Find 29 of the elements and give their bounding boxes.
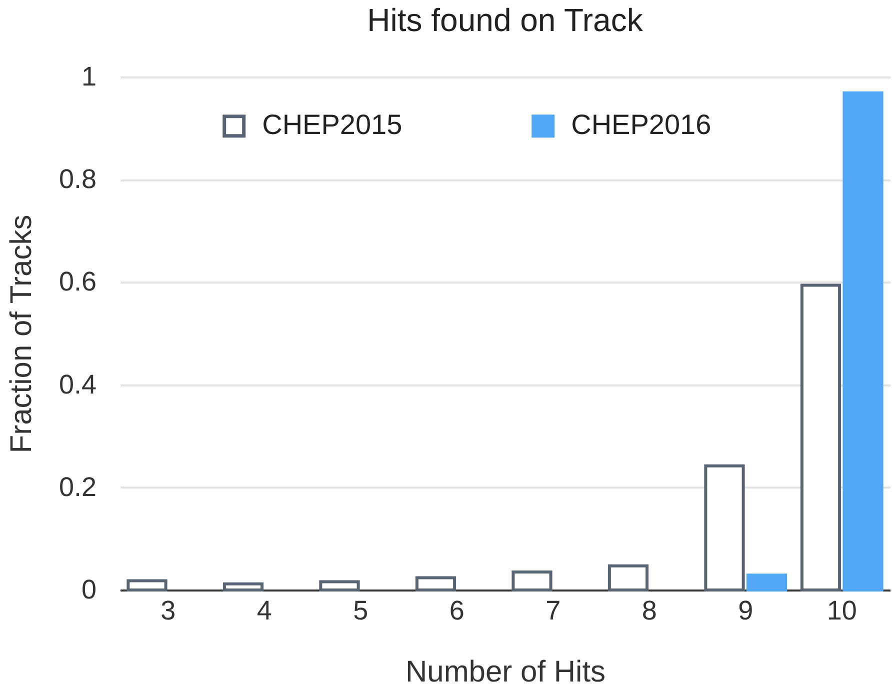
bar [608, 564, 649, 592]
y-tick-label: 0.6 [58, 266, 96, 297]
x-tick-label: 5 [353, 596, 368, 626]
bar [415, 576, 456, 592]
legend-label: CHEP2015 [262, 109, 402, 140]
bar [222, 582, 264, 592]
x-tick-label: 6 [449, 596, 464, 626]
y-tick-label: 0.4 [58, 369, 96, 400]
bar [842, 91, 884, 592]
bar [319, 580, 360, 592]
y-tick-label: 0 [81, 574, 96, 604]
x-tick-label: 8 [642, 596, 657, 626]
bar [512, 570, 552, 592]
x-axis-title: Number of Hits [405, 656, 606, 688]
x-tick-label: 3 [160, 596, 176, 626]
bar [800, 284, 842, 592]
x-tick-label: 7 [546, 596, 561, 626]
y-axis-title: Fraction of Tracks [4, 214, 38, 454]
y-tick-label: 0.2 [58, 472, 96, 502]
x-tick-label: 4 [256, 596, 272, 626]
bar [746, 574, 788, 592]
y-tick-label: 0.8 [58, 164, 96, 194]
bar [126, 579, 168, 592]
legend-label: CHEP2016 [571, 109, 712, 140]
x-tick-label: 9 [738, 596, 754, 626]
bar [704, 464, 745, 592]
chart-title: Hits found on Track [367, 2, 644, 38]
y-tick-label: 1 [81, 62, 96, 92]
x-tick-label: 10 [826, 596, 857, 626]
